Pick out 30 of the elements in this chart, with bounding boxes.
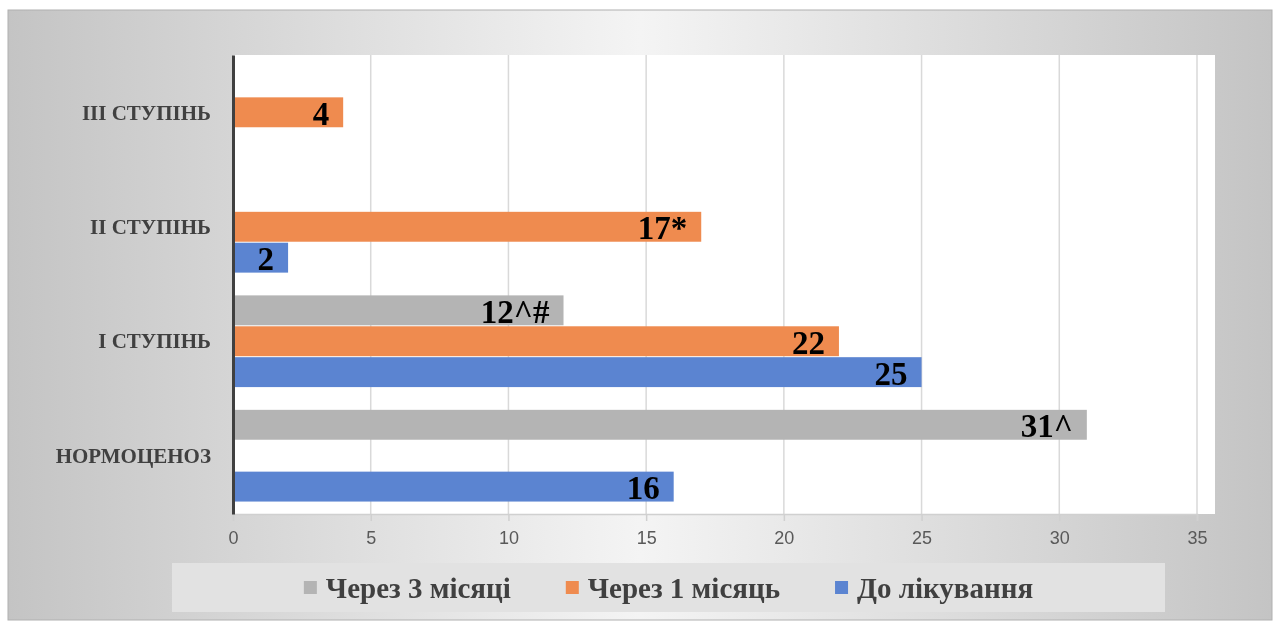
data-label: 2 (257, 241, 275, 278)
legend-label: Через 3 місяці (325, 572, 511, 605)
legend-label: До лікування (857, 572, 1034, 605)
data-label: 12^# (480, 293, 550, 330)
data-label: 4 (312, 95, 330, 132)
data-label: 25 (874, 355, 908, 392)
x-tick-label: 35 (1187, 527, 1208, 548)
x-tick-label: 15 (636, 527, 657, 548)
x-tick-label: 25 (912, 527, 933, 548)
x-tick-label: 10 (498, 527, 519, 548)
bar (233, 326, 839, 357)
bar (233, 295, 564, 326)
bar (233, 357, 922, 388)
data-label: 31^ (1020, 408, 1073, 445)
bar (233, 211, 702, 242)
y-tick-label: I СТУПІНЬ (98, 329, 211, 354)
legend-label: Через 1 місяць (587, 572, 781, 605)
bar (233, 409, 1087, 440)
bar (233, 97, 344, 128)
y-tick-label: III СТУПІНЬ (81, 100, 211, 125)
y-tick-label: НОРМОЦЕНОЗ (55, 443, 211, 468)
bar (233, 471, 674, 502)
x-tick-label: 0 (228, 527, 239, 548)
x-tick-label: 30 (1049, 527, 1070, 548)
data-label: 17* (637, 210, 688, 247)
x-tick-label: 5 (366, 527, 377, 548)
data-label: 16 (626, 469, 660, 506)
y-tick-label: II СТУПІНЬ (90, 214, 211, 239)
data-label: 22 (791, 324, 825, 361)
x-tick-label: 20 (774, 527, 795, 548)
